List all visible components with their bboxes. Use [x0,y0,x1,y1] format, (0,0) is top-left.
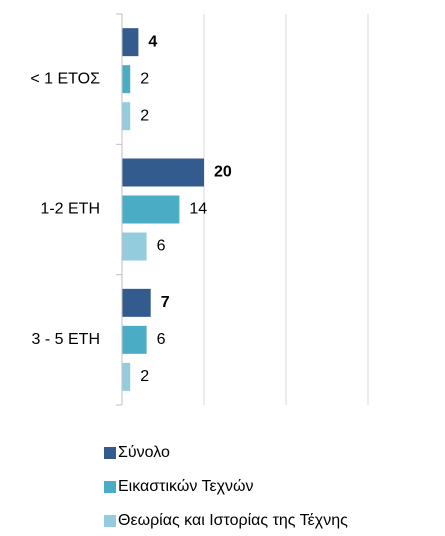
bar [122,362,131,391]
y-tick-label: 3 - 5 ΕΤΗ [32,331,100,348]
bar [122,102,131,131]
legend-label: Σύνολο [118,444,170,461]
bar [122,325,147,354]
data-label: 20 [214,164,232,181]
bar [122,288,151,317]
legend-swatch [104,481,116,493]
data-label: 7 [161,294,170,311]
legend-label: Εικαστικών Τεχνών [118,478,254,495]
data-label: 2 [140,107,149,124]
y-tick-label: < 1 ΕΤΟΣ [30,70,100,87]
data-label: 6 [157,238,166,255]
legend-swatch [104,515,116,527]
bar [122,28,139,57]
bar [122,158,204,187]
data-label: 4 [148,33,157,50]
bar [122,232,147,261]
data-label: 2 [140,70,149,87]
legend-swatch [104,447,116,459]
data-label: 14 [189,201,207,218]
legend-label: Θεωρίας και Ιστορίας της Τέχνης [118,512,348,529]
data-label: 6 [157,331,166,348]
bar [122,65,131,94]
y-tick-label: 1-2 ΕΤΗ [40,201,100,218]
bar [122,195,180,224]
data-label: 2 [140,368,149,385]
